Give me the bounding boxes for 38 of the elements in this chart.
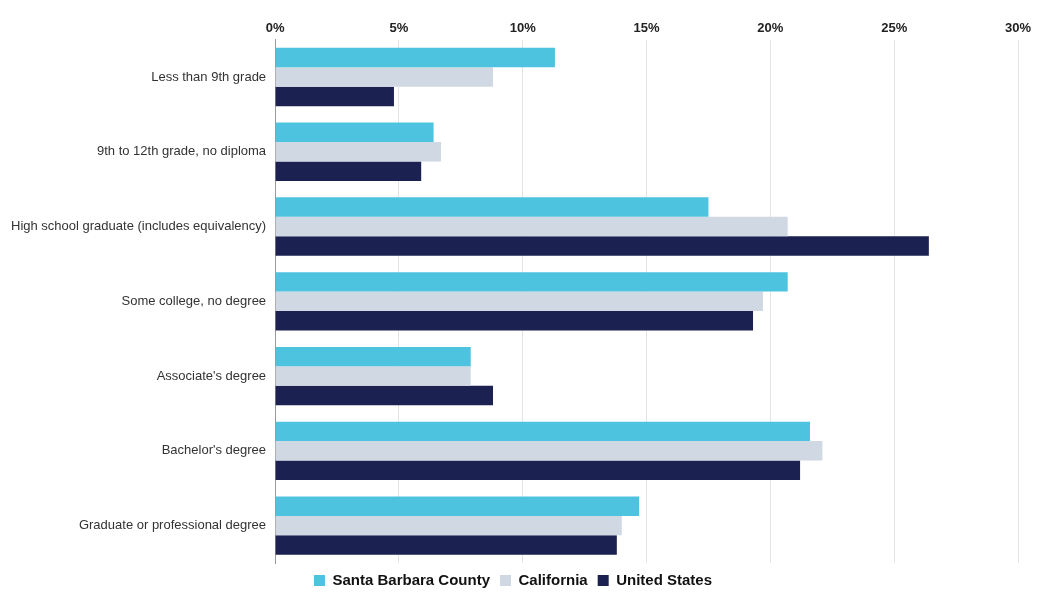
- bar: [275, 216, 788, 237]
- bar: [275, 47, 555, 68]
- bar: [275, 460, 801, 480]
- bar: [275, 515, 622, 536]
- bar: [275, 161, 422, 181]
- bar: [275, 421, 810, 442]
- bar: [275, 122, 434, 143]
- bar: [275, 441, 823, 461]
- bar: [275, 366, 471, 386]
- y-tick-label: Less than 9th grade: [151, 68, 267, 84]
- x-tick-label: 30%: [1004, 20, 1032, 36]
- x-tick-label: 25%: [881, 20, 908, 36]
- bar: [275, 311, 754, 331]
- bar: [275, 535, 617, 555]
- x-tick-label: 0%: [265, 20, 285, 36]
- bar: [275, 291, 763, 312]
- bar: [275, 385, 494, 406]
- bar: [275, 346, 471, 367]
- legend-label: California: [518, 570, 589, 588]
- y-tick-label: High school graduate (includes equivalency): [11, 218, 267, 234]
- bar: [275, 67, 494, 87]
- x-tick-label: 20%: [757, 20, 784, 36]
- bar: [275, 496, 640, 516]
- y-tick-label: Associate's degree: [156, 367, 267, 383]
- y-tick-label: Graduate or professional degree: [78, 517, 267, 533]
- bar: [275, 142, 442, 162]
- bar: [275, 236, 929, 256]
- y-tick-label: Some college, no degree: [121, 292, 267, 308]
- bar: [275, 197, 709, 217]
- x-tick-label: 15%: [633, 20, 660, 36]
- bar: [275, 86, 394, 107]
- y-tick-label: 9th to 12th grade, no diploma: [96, 143, 267, 159]
- legend-label: Santa Barbara County: [332, 570, 491, 588]
- y-tick-label: Bachelor's degree: [161, 442, 267, 458]
- x-tick-label: 10%: [509, 20, 537, 36]
- legend-label: United States: [616, 570, 713, 588]
- x-tick-label: 5%: [389, 20, 409, 36]
- bar: [275, 272, 788, 292]
